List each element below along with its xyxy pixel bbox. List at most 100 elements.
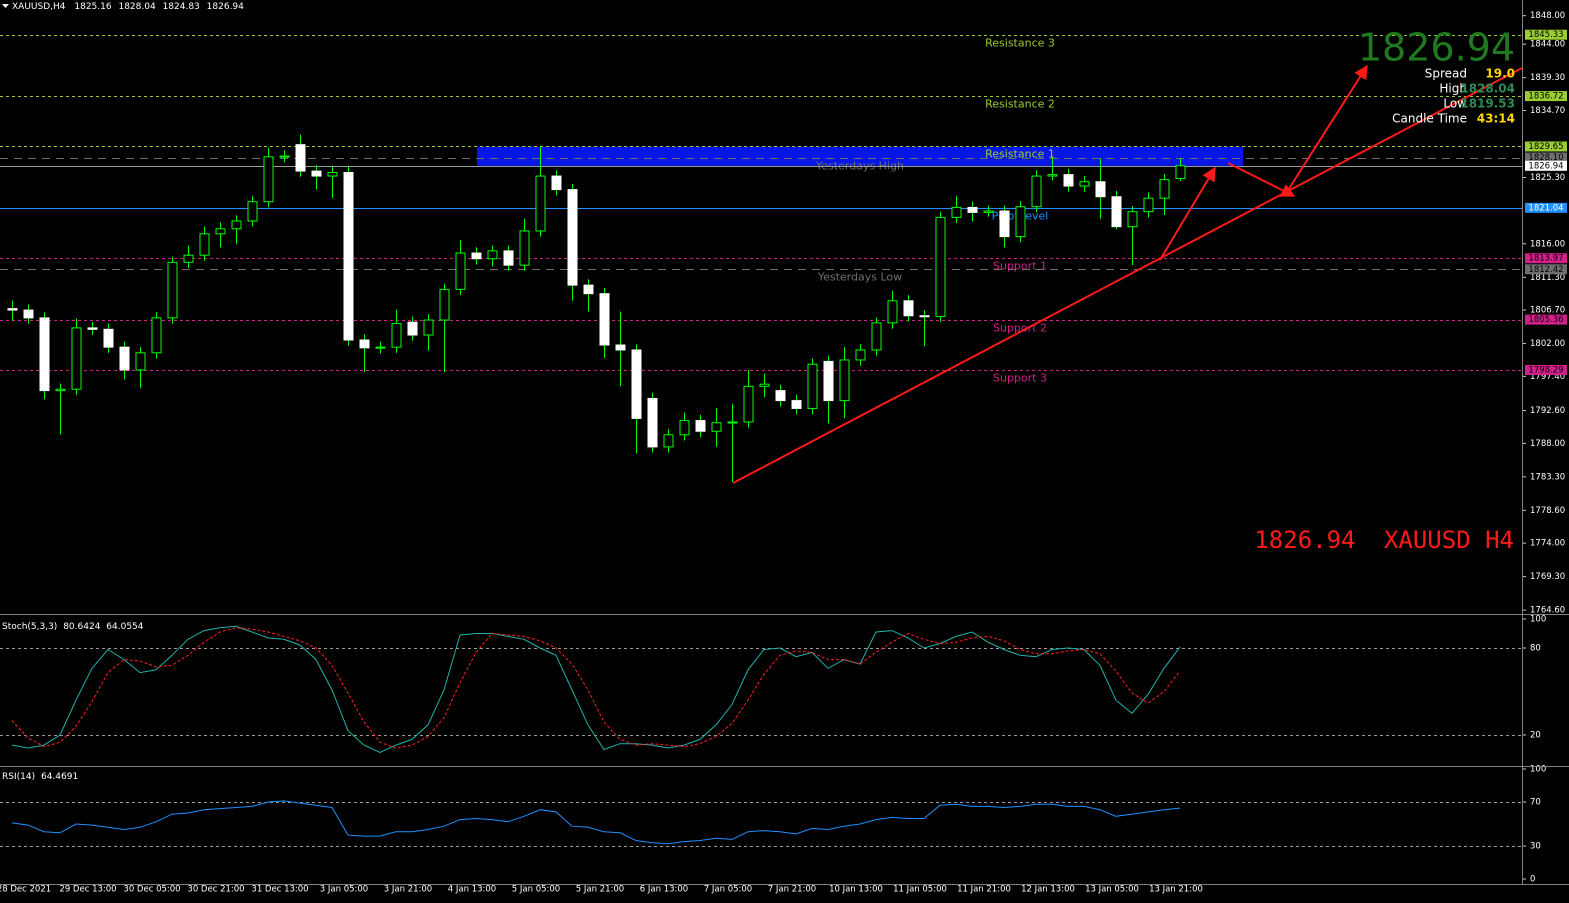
y-tick-label: 1825.30	[1530, 173, 1565, 183]
candle-body	[1111, 196, 1122, 228]
stoch-header: Stoch(5,3,3) 80.6424 64.0554	[2, 622, 144, 632]
candle-body	[583, 284, 594, 295]
candle-body	[103, 328, 114, 348]
info-label: Low	[1443, 97, 1467, 111]
y-tick-label: 1788.00	[1530, 439, 1565, 449]
candle-body	[999, 210, 1010, 238]
arrow-down	[1227, 162, 1296, 197]
y-tick-label: 80	[1530, 644, 1541, 654]
candle-body	[647, 397, 658, 448]
level-price-box	[1525, 202, 1567, 213]
y-tick-label: 1834.70	[1530, 106, 1565, 116]
y-tick-label: 1764.60	[1530, 606, 1565, 616]
candle-body	[7, 308, 18, 311]
x-tick-label: 5 Jan 21:00	[576, 885, 624, 895]
indicator-value: 80.6424	[63, 622, 100, 632]
y-tick-label: 100	[1530, 615, 1546, 625]
candle-body	[327, 171, 338, 177]
candle-body	[183, 254, 194, 263]
y-tick-label: 100	[1530, 765, 1546, 775]
info-label: Spread	[1425, 67, 1467, 81]
big-price: 1826.94	[1358, 26, 1515, 70]
x-tick-label: 7 Jan 05:00	[704, 885, 752, 895]
x-tick-label: 11 Jan 05:00	[893, 885, 947, 895]
y-tick-label: 1769.30	[1530, 572, 1565, 582]
level-price-box	[1525, 29, 1567, 40]
candle-body	[135, 352, 146, 371]
candle-body	[759, 383, 770, 387]
x-tick-label: 30 Dec 21:00	[187, 885, 244, 895]
level-price-label: 1812.42	[1528, 265, 1563, 275]
caption-symbol: XAUUSD H4	[1384, 526, 1514, 554]
y-tick-label: 0	[1530, 875, 1535, 885]
indicator-line	[11, 800, 1181, 845]
candle-body	[679, 420, 690, 436]
y-tick-label: 1774.00	[1530, 539, 1565, 549]
x-tick-label: 4 Jan 13:00	[448, 885, 496, 895]
candle-body	[631, 349, 642, 419]
y-tick-label: 1778.60	[1530, 506, 1565, 516]
candle-body	[1175, 165, 1186, 179]
candle-body	[487, 250, 498, 260]
candle-body	[535, 175, 546, 232]
candle-body	[519, 230, 530, 266]
indicator-title: RSI(14)	[2, 772, 35, 782]
level-label: Resistance 1	[985, 148, 1055, 161]
y-tick-label: 1806.70	[1530, 306, 1565, 316]
candle-body	[615, 344, 626, 351]
candle-body	[823, 360, 834, 402]
info-label: Candle Time	[1392, 112, 1467, 126]
x-tick-label: 7 Jan 21:00	[768, 885, 816, 895]
level-price-label: 1845.33	[1528, 30, 1563, 40]
y-tick-label: 1816.00	[1530, 239, 1565, 249]
axis-layer: 1848.00 1844.00 1839.30 1834.70 1825.30 1816.…	[0, 11, 1567, 895]
candle-body	[391, 323, 402, 348]
candle-body	[1079, 181, 1090, 187]
candle-body	[775, 390, 786, 402]
candle-body	[503, 250, 514, 266]
info-label: High	[1439, 82, 1467, 96]
candle-body	[87, 327, 98, 330]
candle-body	[935, 216, 946, 317]
candle-body	[263, 156, 274, 203]
candle-body	[887, 300, 898, 324]
caption-price: 1826.94	[1254, 526, 1355, 554]
level-price-label: 1829.65	[1528, 142, 1563, 152]
level-label: Support 1	[993, 260, 1047, 273]
candle-body	[743, 385, 754, 423]
candle-body	[1047, 174, 1058, 177]
candle-body	[407, 321, 418, 336]
candle-body	[1159, 179, 1170, 199]
arrow-up	[1159, 166, 1216, 261]
level-label: Resistance 3	[985, 37, 1055, 50]
info-value: 19.0	[1485, 67, 1515, 81]
rsi-header: RSI(14) 64.4691	[2, 772, 78, 782]
candle-body	[967, 206, 978, 213]
x-tick-label: 6 Jan 13:00	[640, 885, 688, 895]
x-tick-label: 29 Dec 13:00	[59, 885, 116, 895]
trend-line	[732, 67, 1523, 484]
candle-body	[359, 339, 370, 349]
y-tick-label: 30	[1530, 842, 1541, 852]
price-caption: 1826.94 XAUUSD H4	[1254, 526, 1514, 554]
candle-body	[711, 422, 722, 432]
candle-body	[599, 293, 610, 346]
y-tick-label: 1802.00	[1530, 339, 1565, 349]
candle-body	[727, 421, 738, 424]
candle-body	[695, 420, 706, 432]
candle-body	[39, 317, 50, 392]
level-price-box	[1525, 91, 1567, 102]
level-price-label: 1821.04	[1528, 203, 1563, 213]
candle-body	[119, 346, 130, 371]
candle-body	[23, 309, 34, 319]
candles-layer	[7, 134, 1186, 482]
info-value: 1828.04	[1460, 82, 1515, 96]
menu-triangle	[2, 4, 9, 8]
x-tick-label: 5 Jan 05:00	[512, 885, 560, 895]
level-label: Support 3	[993, 372, 1047, 385]
candle-body	[375, 346, 386, 349]
info-value: 1819.53	[1460, 97, 1515, 111]
level-price-box	[1525, 152, 1567, 163]
